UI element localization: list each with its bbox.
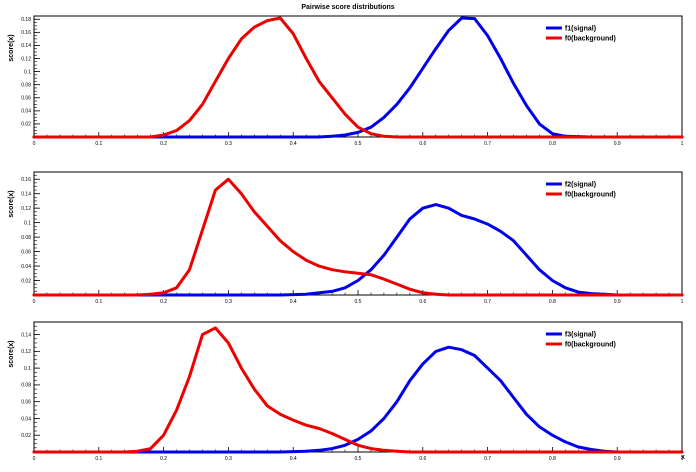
series-line — [32, 16, 684, 139]
y-tick-label: 0.08 — [21, 82, 31, 88]
x-tick-label: 0.9 — [614, 141, 621, 147]
x-tick-label: 0.5 — [355, 141, 362, 147]
x-tick-label: 0.6 — [419, 299, 426, 305]
series-line — [32, 177, 684, 297]
series-line — [32, 203, 684, 297]
x-tick-label: 0.2 — [160, 456, 167, 462]
y-tick-label: 0.04 — [21, 109, 31, 115]
y-tick-label: 0.18 — [21, 17, 31, 23]
x-tick-label: 0.2 — [160, 299, 167, 305]
y-tick-label: 0.1 — [24, 366, 31, 372]
plot-frame — [33, 15, 683, 138]
x-tick-label: 0.1 — [95, 299, 102, 305]
chart-title: Pairwise score distributions — [301, 4, 395, 11]
y-tick-label: 0.04 — [21, 416, 31, 422]
x-tick-label: 0.1 — [95, 141, 102, 147]
x-tick-label: 0.9 — [614, 456, 621, 462]
y-tick-label: 0.02 — [21, 122, 31, 128]
y-tick-label: 0.12 — [21, 56, 31, 62]
legend-label: f0(background) — [565, 192, 616, 199]
y-tick-label: 0.08 — [21, 383, 31, 389]
x-tick-label: 0.7 — [484, 456, 491, 462]
x-tick-label: 0.9 — [614, 299, 621, 305]
x-tick-label: 0.8 — [549, 456, 556, 462]
y-tick-label: 0.12 — [21, 349, 31, 355]
plot-frame — [33, 171, 683, 296]
legend-label: f0(background) — [565, 342, 616, 349]
y-axis-label: score(x) — [8, 190, 15, 217]
y-tick-label: 0.16 — [21, 177, 31, 183]
chart-panel-2: 0 0.1 0.2 0.3 0.4 0.5 0.6 0.7 0.8 0.9 1 0.02 0.04 0.0… — [8, 171, 684, 305]
x-tick-label: 0.7 — [484, 141, 491, 147]
legend-label: f1(signal) — [565, 26, 596, 33]
y-tick-label: 0.08 — [21, 235, 31, 241]
x-tick-label: 0 — [33, 141, 36, 147]
x-tick-label: 1 — [681, 141, 684, 147]
x-tick-label: 0.4 — [290, 141, 297, 147]
x-tick-label: 0.8 — [549, 141, 556, 147]
plot-frame — [33, 321, 683, 453]
x-tick-label: 1 — [681, 299, 684, 305]
series-line — [32, 16, 684, 139]
y-tick-label: 0.1 — [24, 220, 31, 226]
x-tick-label: 0.1 — [95, 456, 102, 462]
x-tick-label: 0.3 — [225, 456, 232, 462]
y-tick-label: 0.06 — [21, 96, 31, 102]
x-tick-label: 0 — [33, 456, 36, 462]
x-tick-label: 0.7 — [484, 299, 491, 305]
x-tick-label: 0.8 — [549, 299, 556, 305]
legend-label: f3(signal) — [565, 332, 596, 339]
y-tick-label: 0.12 — [21, 206, 31, 212]
chart-panel-1: 0 0.1 0.2 0.3 0.4 0.5 0.6 0.7 0.8 0.9 1 0.02 0.04 0.0… — [8, 15, 684, 147]
x-tick-label: 0.5 — [355, 456, 362, 462]
y-tick-label: 0.06 — [21, 249, 31, 255]
y-tick-label: 0.06 — [21, 399, 31, 405]
x-tick-label: 0.4 — [290, 299, 297, 305]
legend-label: f2(signal) — [565, 182, 596, 189]
chart-panel-3: 0 0.1 0.2 0.3 0.4 0.5 0.6 0.7 0.8 0.9 1 0.02 0.04 0.0… — [8, 321, 685, 462]
x-tick-label: 0 — [33, 299, 36, 305]
legend-label: f0(background) — [565, 36, 616, 43]
y-tick-label: 0.16 — [21, 30, 31, 36]
x-tick-label: 0.5 — [355, 299, 362, 305]
series-line — [32, 345, 684, 454]
y-tick-label: 0.04 — [21, 264, 31, 270]
x-tick-label: 0.2 — [160, 141, 167, 147]
x-tick-label: 0.6 — [419, 456, 426, 462]
series-line — [32, 326, 684, 454]
x-tick-label: 0.6 — [419, 141, 426, 147]
x-tick-label: 0.3 — [225, 141, 232, 147]
x-axis-label: x — [681, 454, 685, 461]
x-tick-label: 1 — [681, 456, 684, 462]
y-tick-label: 0.02 — [21, 433, 31, 439]
y-axis-label: score(x) — [8, 340, 15, 367]
x-tick-label: 0.4 — [290, 456, 297, 462]
y-tick-label: 0.1 — [24, 69, 31, 75]
y-tick-label: 0.14 — [21, 332, 31, 338]
x-tick-label: 0.3 — [225, 299, 232, 305]
y-tick-label: 0.14 — [21, 43, 31, 49]
y-tick-label: 0.02 — [21, 278, 31, 284]
y-tick-label: 0.14 — [21, 192, 31, 198]
y-axis-label: score(x) — [8, 34, 15, 61]
